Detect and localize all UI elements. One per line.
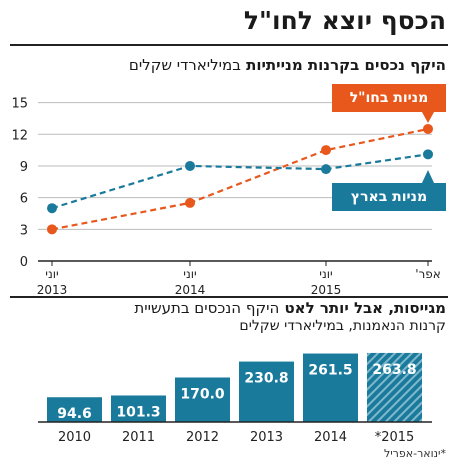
data-point-abroad <box>321 145 331 156</box>
bar-category-label: 2014 <box>314 430 347 445</box>
legend-abroad-pointer <box>422 112 434 123</box>
legend-israel: מניות בארץ <box>332 183 446 211</box>
bar-chart-title: מגייסות, אבל יותר לאט היקף הנכסים בתעשיי… <box>134 299 446 317</box>
legend-israel-pointer <box>422 170 434 183</box>
title-divider <box>10 44 448 46</box>
data-point-israel <box>321 164 331 175</box>
bar-value-label: 230.8 <box>244 371 288 387</box>
line-chart-subtitle: היקף נכסים בקרנות מנייתיות במיליארדי שקל… <box>129 56 446 74</box>
main-title: הכסף יוצא לחו"ל <box>243 6 446 35</box>
y-tick-label: 12 <box>11 128 28 143</box>
data-point-israel <box>423 149 433 160</box>
y-tick-label: 3 <box>20 223 28 238</box>
line-subtitle-light: במיליארדי שקלים <box>128 56 241 74</box>
bar-value-label: 263.8 <box>372 362 416 378</box>
x-tick-month: יוני <box>45 267 58 281</box>
data-point-israel <box>185 160 195 171</box>
bar-value-label: 94.6 <box>57 406 92 422</box>
bar-category-label: *2015 <box>375 430 415 445</box>
x-tick-month: יוני <box>319 267 332 281</box>
bar-value-label: 261.5 <box>308 363 352 379</box>
x-tick-month: יוני <box>183 267 196 281</box>
x-tick-year: 2013 <box>37 283 68 297</box>
line-chart: 0 3 6 9 12 15 יוני 2013 יוני 2014 יוני 2015 אפר' <box>11 97 441 297</box>
y-tick-label: 0 <box>20 255 28 270</box>
bar-2012 <box>175 377 230 422</box>
data-point-abroad <box>185 197 195 208</box>
data-point-abroad <box>47 224 57 235</box>
footnote: *ינואר-אפריל <box>383 447 446 460</box>
line-subtitle-bold: היקף נכסים בקרנות מנייתיות <box>246 56 446 74</box>
series-line-israel <box>51 153 429 210</box>
x-tick-year: 2014 <box>175 283 206 297</box>
bar-chart-subtitle: קרנות הנאמנות, במיליארדי שקלים <box>239 318 446 334</box>
bar-value-label: 170.0 <box>180 386 225 402</box>
bar-2011 <box>111 395 166 422</box>
bar-category-label: 2010 <box>58 430 91 445</box>
x-tick-month: אפר' <box>415 267 441 281</box>
x-tick-year: 2015 <box>311 283 342 297</box>
y-tick-label: 9 <box>20 160 28 175</box>
bar-category-label: 2011 <box>122 430 155 445</box>
legend-abroad: מניות בחו"ל <box>332 84 446 112</box>
y-tick-label: 15 <box>11 97 28 112</box>
series-line-abroad <box>51 127 429 231</box>
data-point-israel <box>47 203 57 214</box>
section-divider <box>10 296 448 298</box>
bar-subtitle-bold: מגייסות, אבל יותר לאט <box>284 299 446 317</box>
y-tick-label: 6 <box>20 192 28 207</box>
bar-subtitle-light: היקף הנכסים בתעשיית <box>134 299 280 317</box>
bar-category-label: 2013 <box>250 430 283 445</box>
data-point-abroad <box>423 123 433 134</box>
bar-2013 <box>239 361 294 422</box>
bar-category-label: 2012 <box>186 430 219 445</box>
bar-2010 <box>47 397 102 422</box>
bar-2015 <box>367 352 422 422</box>
bar-value-label: 101.3 <box>116 404 160 420</box>
bar-2014 <box>303 353 358 422</box>
